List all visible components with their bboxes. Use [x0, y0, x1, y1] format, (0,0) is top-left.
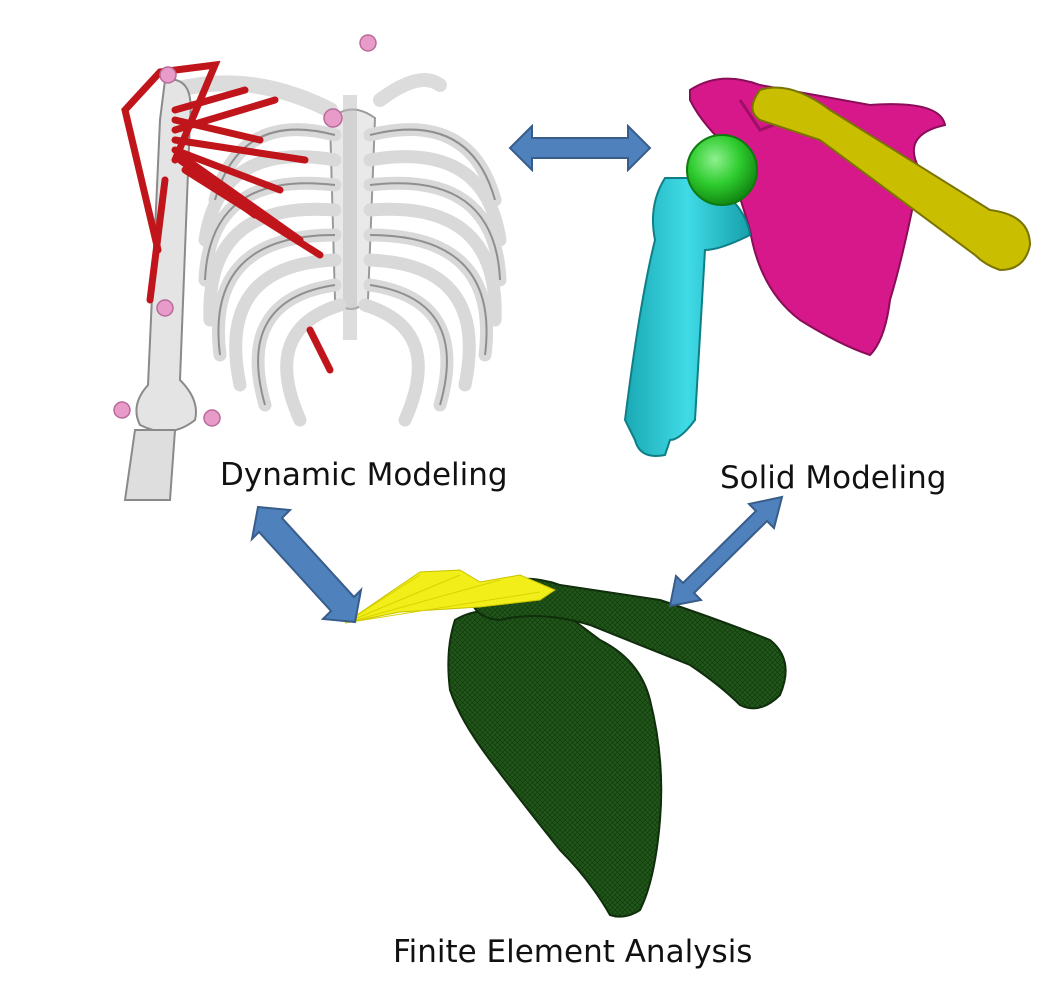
shoulder-solid-model — [623, 77, 1032, 457]
double-arrow-right — [668, 495, 784, 608]
double-arrow-top — [508, 123, 652, 173]
solid-modeling-label: Solid Modeling — [720, 460, 947, 496]
finite-element-analysis-label: Finite Element Analysis — [393, 934, 753, 970]
dynamic-modeling-label: Dynamic Modeling — [220, 457, 508, 493]
ribcage-skeleton-model — [113, 34, 507, 501]
shoulder-fe-mesh-model — [344, 569, 787, 918]
double-arrow-left — [250, 505, 363, 624]
